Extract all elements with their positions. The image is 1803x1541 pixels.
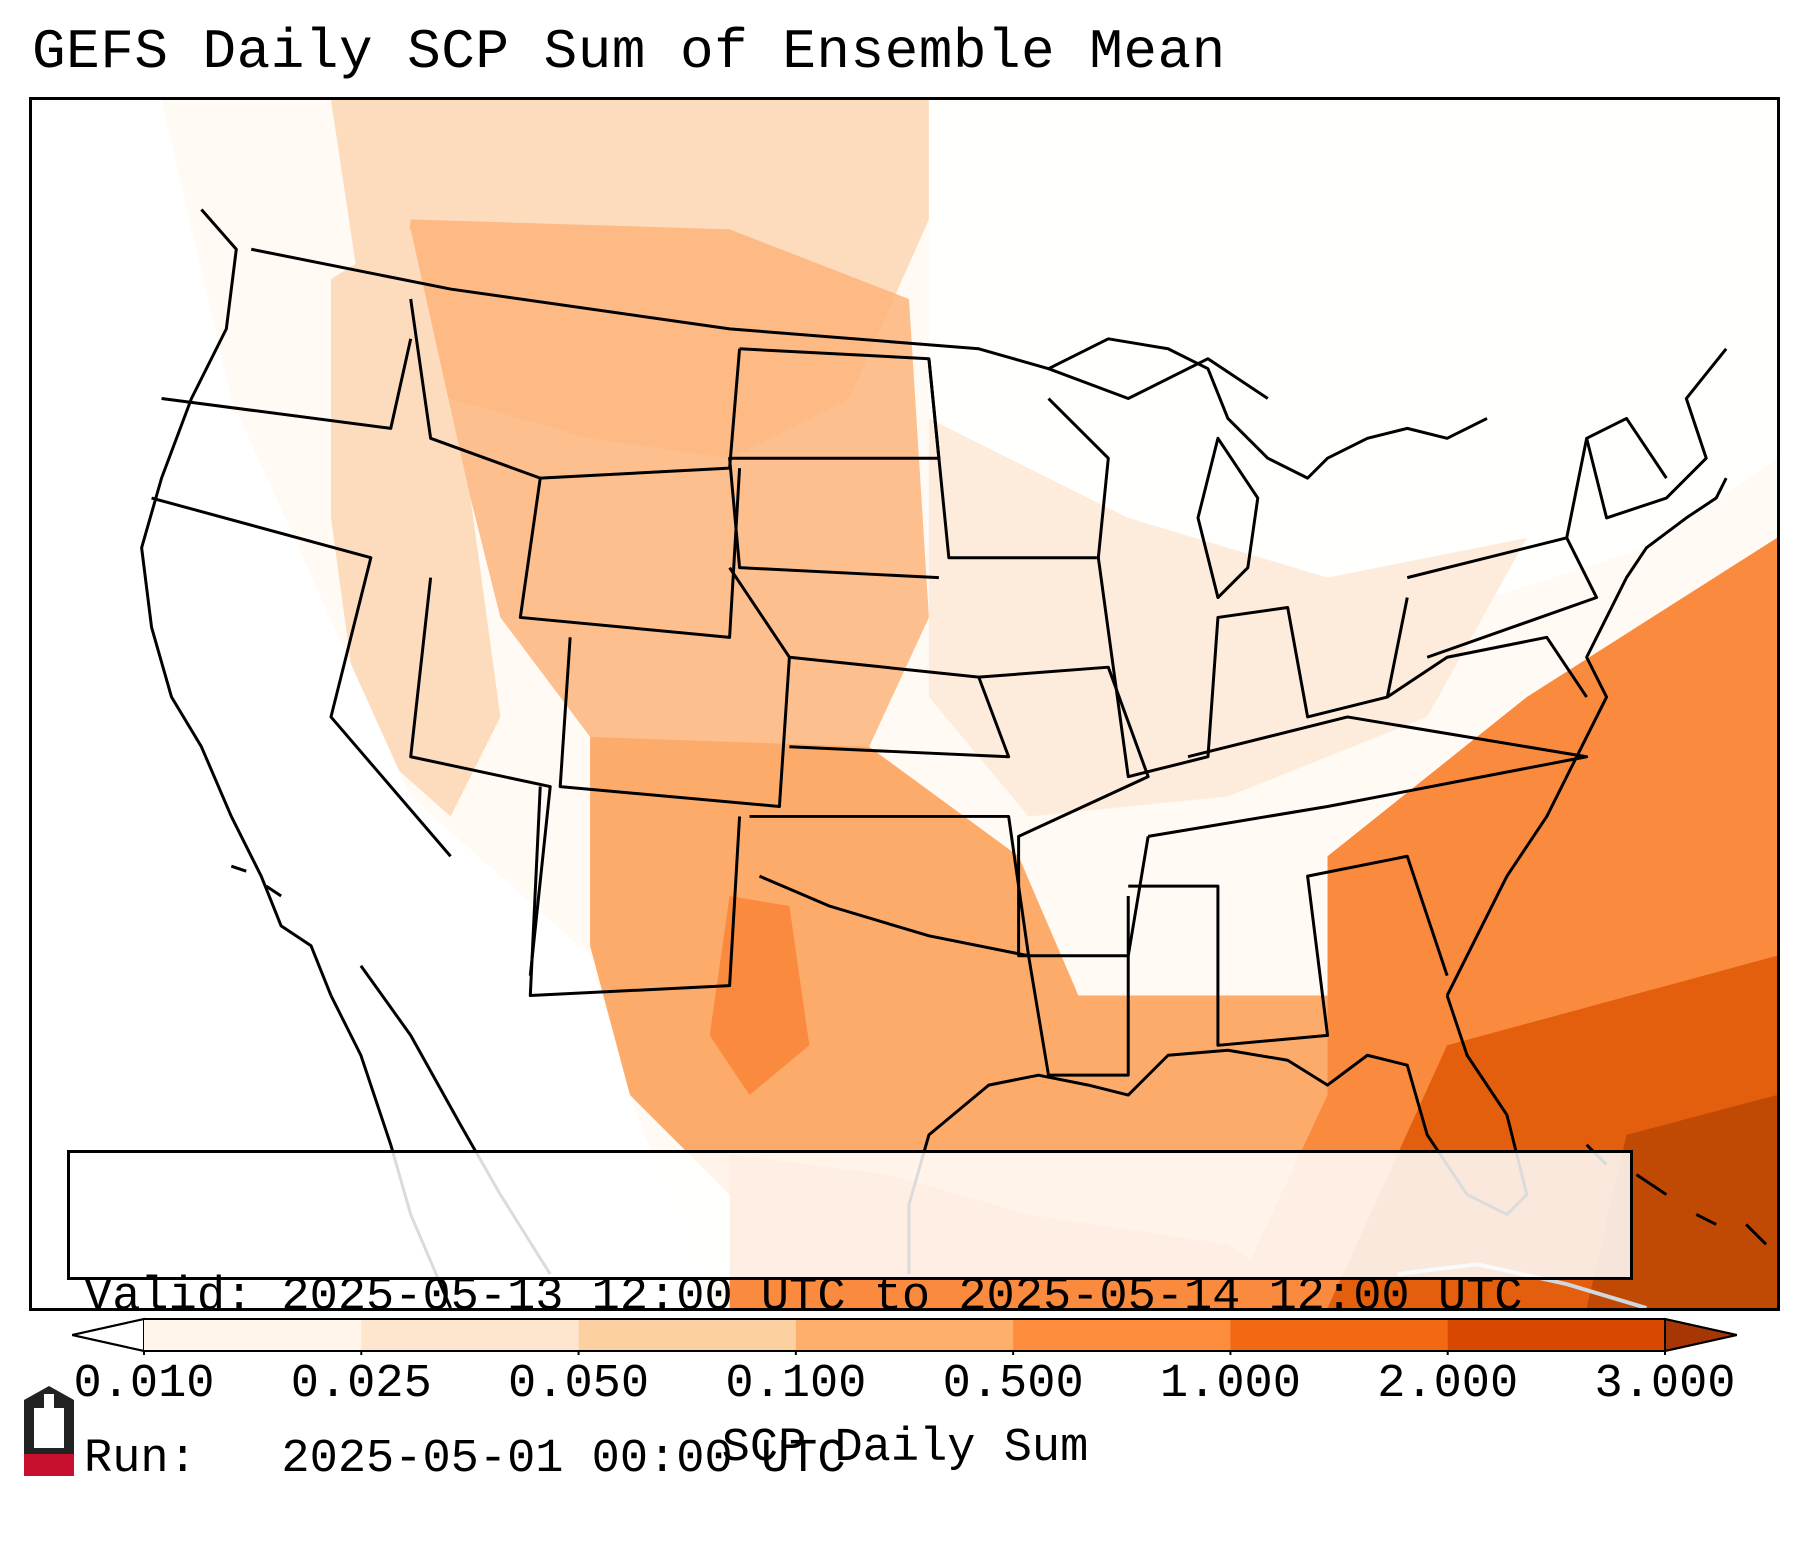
channel-islands xyxy=(230,864,282,898)
state-or-ca-nv xyxy=(151,496,452,858)
state-il-in-oh xyxy=(1096,557,1409,779)
pacific-coastline xyxy=(140,208,333,997)
colorbar-svg xyxy=(72,1317,1737,1355)
colorbar-segment xyxy=(1013,1319,1231,1351)
state-co-nm xyxy=(558,637,791,808)
state-tn-ky-nc xyxy=(1147,715,1589,838)
state-la-ms xyxy=(1027,896,1130,1077)
map-panel xyxy=(29,97,1780,1311)
colorbar-tick-label: 1.000 xyxy=(1159,1358,1301,1411)
state-nm-tx xyxy=(528,786,742,998)
colorbar-segment xyxy=(578,1319,797,1351)
state-mn-ia xyxy=(927,358,1110,560)
atlantic-coastline xyxy=(1445,477,1728,997)
colorbar-segment xyxy=(361,1319,580,1351)
colorbar-tick-label: 3.000 xyxy=(1594,1358,1736,1411)
colorbar-segment xyxy=(1447,1319,1666,1351)
shade-texas-core xyxy=(709,896,810,1096)
shade-texas xyxy=(590,736,1079,1195)
colorbar-extend-above xyxy=(1664,1317,1737,1353)
state-ok-tx xyxy=(749,814,1031,958)
state-ut-az xyxy=(409,577,552,976)
state-va-wv xyxy=(1386,635,1588,699)
niu-logo xyxy=(24,1386,74,1476)
run-time-text: Run: 2025-05-01 00:00 UTC xyxy=(84,1433,846,1486)
colorbar-tick-label: 0.500 xyxy=(942,1358,1084,1411)
canada-border xyxy=(250,247,1269,401)
shade-deep xyxy=(1586,1095,1777,1308)
shade-medium-plains xyxy=(390,219,929,797)
colorbar-extend-below xyxy=(72,1317,145,1353)
scp-shading xyxy=(32,100,1777,1308)
forecast-map xyxy=(32,100,1777,1308)
colorbar-segment xyxy=(1230,1319,1449,1351)
colorbar xyxy=(72,1315,1737,1355)
state-pa-ny xyxy=(1406,416,1668,659)
boundaries xyxy=(140,208,1728,1308)
logo-tower xyxy=(44,1394,54,1408)
colorbar-tick-label: 0.010 xyxy=(73,1358,215,1411)
logo-banner xyxy=(24,1454,74,1476)
logo-building xyxy=(34,1408,64,1448)
shade-pale-west xyxy=(330,229,501,817)
validity-info-box: Valid: 2025-05-13 12:00 UTC to 2025-05-1… xyxy=(67,1150,1633,1486)
state-ms-al-ga xyxy=(1128,854,1449,1047)
colorbar-tick-label: 0.050 xyxy=(508,1358,650,1411)
colorbar-segment xyxy=(795,1319,1014,1351)
chart-title: GEFS Daily SCP Sum of Ensemble Mean xyxy=(32,20,1226,84)
colorbar-segment xyxy=(144,1319,362,1351)
shade-white-west xyxy=(32,100,710,1308)
colorbar-label: SCP Daily Sum xyxy=(721,1422,1089,1475)
state-new-england xyxy=(1585,347,1728,520)
great-lakes xyxy=(1047,337,1488,480)
lake-michigan xyxy=(1196,436,1260,600)
valid-time-text: Valid: 2025-05-13 12:00 UTC to 2025-05-1… xyxy=(84,1271,1523,1324)
colorbar-tick-label: 0.100 xyxy=(725,1358,867,1411)
colorbar-tick-label: 0.025 xyxy=(290,1358,432,1411)
state-wa-or xyxy=(161,338,413,430)
state-dakotas xyxy=(728,347,941,580)
colorbar-tick-label: 2.000 xyxy=(1377,1358,1519,1411)
state-wy-co xyxy=(518,468,742,639)
